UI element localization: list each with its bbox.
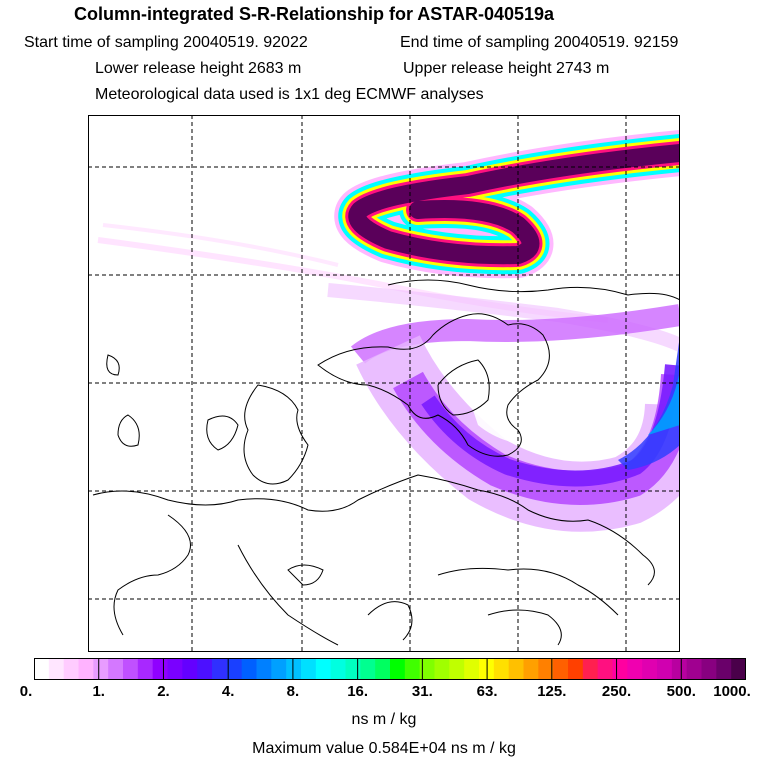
scale-frame: [34, 658, 746, 680]
scale-tick-label: 4.: [221, 683, 235, 700]
scale-tick-label: 8.: [286, 683, 300, 700]
scale-tick-label: 250.: [601, 683, 632, 700]
color-swatch: [449, 658, 465, 680]
start-time-label: Start time of sampling 20040519. 92022: [24, 34, 308, 51]
color-swatch: [434, 658, 450, 680]
color-swatch: [212, 658, 228, 680]
color-swatch: [375, 658, 391, 680]
color-swatch: [464, 658, 480, 680]
color-swatch: [538, 658, 554, 680]
color-swatch: [330, 658, 346, 680]
color-swatch: [315, 658, 332, 680]
lat-lon-grid: [88, 115, 680, 652]
faint-plume-layer: [97, 223, 680, 352]
color-swatch: [686, 658, 702, 680]
map-panel: [88, 115, 680, 652]
color-swatch: [657, 658, 673, 680]
color-swatch: [404, 658, 421, 680]
color-swatch: [182, 658, 198, 680]
color-swatch: [48, 658, 65, 680]
scale-tick-label: 63.: [476, 683, 498, 700]
plot-title: Column-integrated S-R-Relationship for A…: [73, 4, 555, 24]
map-frame: [88, 115, 680, 652]
color-swatch: [523, 658, 539, 680]
color-swatch: [568, 658, 584, 680]
color-swatch: [93, 658, 109, 680]
color-swatch: [226, 658, 243, 680]
color-swatch: [553, 658, 569, 680]
color-swatch: [597, 658, 613, 680]
color-swatch: [108, 658, 124, 680]
color-swatch: [493, 658, 510, 680]
upper-height-label: Upper release height 2743 m: [403, 60, 610, 77]
scale-tick-label: 16.: [347, 683, 369, 700]
rainbow-plume: [334, 130, 680, 279]
color-swatch: [123, 658, 139, 680]
end-time-label: End time of sampling 20040519. 92159: [400, 34, 679, 51]
color-swatch: [167, 658, 183, 680]
met-data-label: Meteorological data used is 1x1 deg ECMW…: [95, 86, 484, 103]
color-swatch: [63, 658, 79, 680]
color-swatch: [345, 658, 361, 680]
coastlines: [92, 279, 680, 646]
scale-tick-label: 0.: [19, 683, 33, 700]
color-scale-bar: [34, 658, 746, 680]
color-swatch: [197, 658, 213, 680]
color-swatch: [701, 658, 717, 680]
units-label: ns m / kg: [351, 711, 417, 728]
color-swatch: [78, 658, 94, 680]
scale-tick-label: 500.: [666, 683, 696, 700]
color-swatch: [286, 658, 302, 680]
lower-height-label: Lower release height 2683 m: [95, 60, 302, 77]
color-swatch: [360, 658, 376, 680]
color-swatch: [508, 658, 524, 680]
scale-tick-label: 31.: [411, 683, 433, 700]
scale-tick-label: 1.: [92, 683, 105, 700]
color-swatch: [716, 658, 732, 680]
color-swatch: [256, 658, 272, 680]
swirl-plume: [350, 304, 680, 532]
maximum-value-label: Maximum value 0.584E+04 ns m / kg: [252, 740, 516, 757]
color-swatch: [241, 658, 257, 680]
color-swatch: [34, 658, 50, 680]
color-swatch: [582, 658, 599, 680]
color-swatch: [390, 658, 406, 680]
color-swatch: [301, 658, 317, 680]
scale-tick-label: 1000.: [713, 683, 751, 700]
color-swatch: [671, 658, 688, 680]
color-swatch: [642, 658, 658, 680]
color-swatch: [419, 658, 435, 680]
color-swatch: [271, 658, 287, 680]
scale-tick-label: 2.: [157, 683, 170, 700]
color-swatch: [137, 658, 154, 680]
scale-tick-label: 125.: [537, 683, 567, 700]
color-swatch: [627, 658, 643, 680]
color-swatch: [731, 658, 746, 680]
color-swatch: [612, 658, 628, 680]
color-swatch: [152, 658, 168, 680]
